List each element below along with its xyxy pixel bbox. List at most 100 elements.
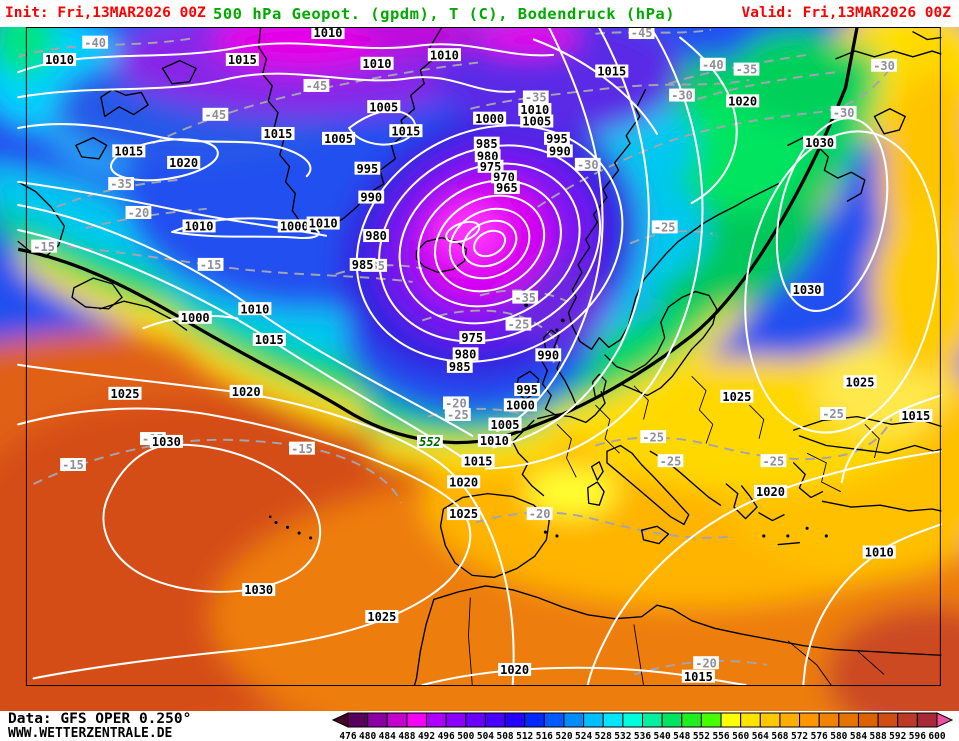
svg-text:1025: 1025	[367, 610, 396, 624]
colorbar-cell	[779, 712, 801, 728]
pressure-label: 1020	[753, 484, 788, 499]
pressure-label: 1010	[477, 433, 511, 448]
svg-text:1010: 1010	[314, 27, 343, 40]
colorbar-cell	[681, 712, 702, 728]
svg-text:975: 975	[461, 331, 483, 345]
colorbar-tick-label: 484	[379, 731, 396, 741]
svg-text:552: 552	[419, 435, 441, 449]
svg-text:-30: -30	[833, 106, 855, 120]
svg-text:965: 965	[496, 181, 518, 195]
colorbar-cell	[642, 712, 663, 728]
colorbar-cell	[799, 712, 820, 728]
temperature-label: -25	[657, 454, 684, 468]
colorbar-tick-label: 536	[634, 731, 651, 741]
temperature-label: -30	[574, 157, 601, 172]
temperature-label: -25	[760, 454, 787, 468]
colorbar-tick-label: 556	[712, 731, 729, 741]
colorbar-tick-label: 540	[654, 731, 671, 741]
colorbar-tick-label: 596	[909, 731, 926, 741]
temperature-label: -45	[202, 107, 229, 122]
svg-text:990: 990	[549, 145, 571, 159]
svg-text:1010: 1010	[865, 546, 894, 560]
svg-text:1015: 1015	[464, 454, 493, 468]
pressure-label: 1010	[518, 103, 552, 117]
colorbar-cell	[484, 712, 506, 728]
pressure-label: 1030	[790, 282, 824, 297]
pressure-label: 1020	[167, 155, 201, 170]
svg-text:-40: -40	[702, 58, 724, 72]
temperature-label: -40	[699, 57, 726, 72]
height-labels-layer: 552	[417, 434, 443, 449]
svg-text:1010: 1010	[430, 48, 459, 62]
svg-text:-25: -25	[642, 430, 664, 444]
svg-text:1010: 1010	[185, 220, 214, 234]
colorbar-cell	[386, 712, 408, 728]
pressure-label: 1010	[427, 48, 461, 62]
svg-text:-35: -35	[736, 63, 758, 77]
colorbar-tick-label: 560	[732, 731, 749, 741]
colorbar-tick-label: 504	[477, 731, 494, 741]
svg-text:1015: 1015	[255, 333, 284, 347]
temperature-label: -15	[60, 458, 86, 472]
pressure-label: 985	[446, 359, 473, 374]
svg-text:1000: 1000	[475, 112, 504, 126]
svg-text:985: 985	[476, 137, 498, 151]
pressure-label: 1015	[252, 332, 286, 347]
svg-text:-25: -25	[763, 454, 785, 468]
pressure-label: 990	[358, 190, 385, 205]
pressure-label: 1000	[178, 310, 212, 325]
svg-text:-25: -25	[660, 454, 682, 468]
svg-text:1015: 1015	[597, 65, 626, 79]
temperature-label: -20	[526, 507, 553, 521]
colorbar-tick-label: 500	[457, 731, 474, 741]
svg-text:980: 980	[455, 348, 477, 362]
svg-text:1020: 1020	[756, 485, 785, 499]
svg-text:1025: 1025	[722, 390, 751, 404]
temperature-label: -25	[444, 407, 471, 422]
pressure-label: 1015	[225, 52, 259, 67]
colorbar-tick-label: 592	[889, 731, 906, 741]
pressure-label: 1010	[311, 27, 345, 40]
temperature-label: -25	[820, 407, 846, 421]
pressure-label: 995	[514, 382, 541, 397]
svg-text:1010: 1010	[363, 57, 392, 71]
pressure-label: 1010	[306, 216, 340, 231]
svg-text:1030: 1030	[244, 583, 273, 597]
pressure-label: 980	[363, 229, 389, 243]
svg-text:1010: 1010	[480, 434, 509, 448]
colorbar-tick-label: 480	[359, 731, 376, 741]
temperature-label: -30	[830, 105, 857, 120]
colorbar-tick-label: 580	[830, 731, 847, 741]
pressure-label: 1015	[261, 127, 295, 141]
pressure-label: 985	[349, 257, 376, 272]
pressure-label: 975	[459, 331, 486, 345]
pressure-label: 980	[452, 347, 479, 362]
map-frame	[25, 27, 941, 687]
country-borders	[468, 375, 885, 686]
pressure-label: 1025	[720, 389, 754, 404]
colorbar-tick-label: 588	[870, 731, 887, 741]
temperature-label: -45	[303, 78, 330, 93]
colorbar-cell	[740, 712, 761, 728]
temperature-label: -15	[197, 257, 224, 272]
svg-text:990: 990	[360, 191, 382, 205]
footer-bar: Data: GFS OPER 0.250° WWW.WETTERZENTRALE…	[0, 711, 959, 741]
svg-text:1025: 1025	[449, 507, 478, 521]
svg-text:-15: -15	[62, 458, 84, 472]
svg-text:-40: -40	[84, 36, 106, 50]
pressure-label: 1020	[498, 662, 532, 677]
svg-text:-15: -15	[200, 258, 222, 272]
pressure-label: 1025	[365, 610, 399, 624]
svg-text:1025: 1025	[846, 375, 875, 389]
pressure-label: 1005	[520, 114, 554, 129]
svg-text:995: 995	[357, 162, 379, 176]
colorbar-cell	[857, 712, 879, 728]
colorbar-tick-label: 564	[752, 731, 769, 741]
colorbar-cell	[818, 712, 840, 728]
pressure-label: 1010	[238, 302, 272, 316]
colorbar-tick-label: 516	[536, 731, 553, 741]
pressure-label: 1025	[447, 507, 481, 521]
pressure-label: 995	[354, 161, 381, 176]
colorbar-tick-label: 488	[398, 731, 415, 741]
geopotential-color-field	[0, 27, 959, 712]
